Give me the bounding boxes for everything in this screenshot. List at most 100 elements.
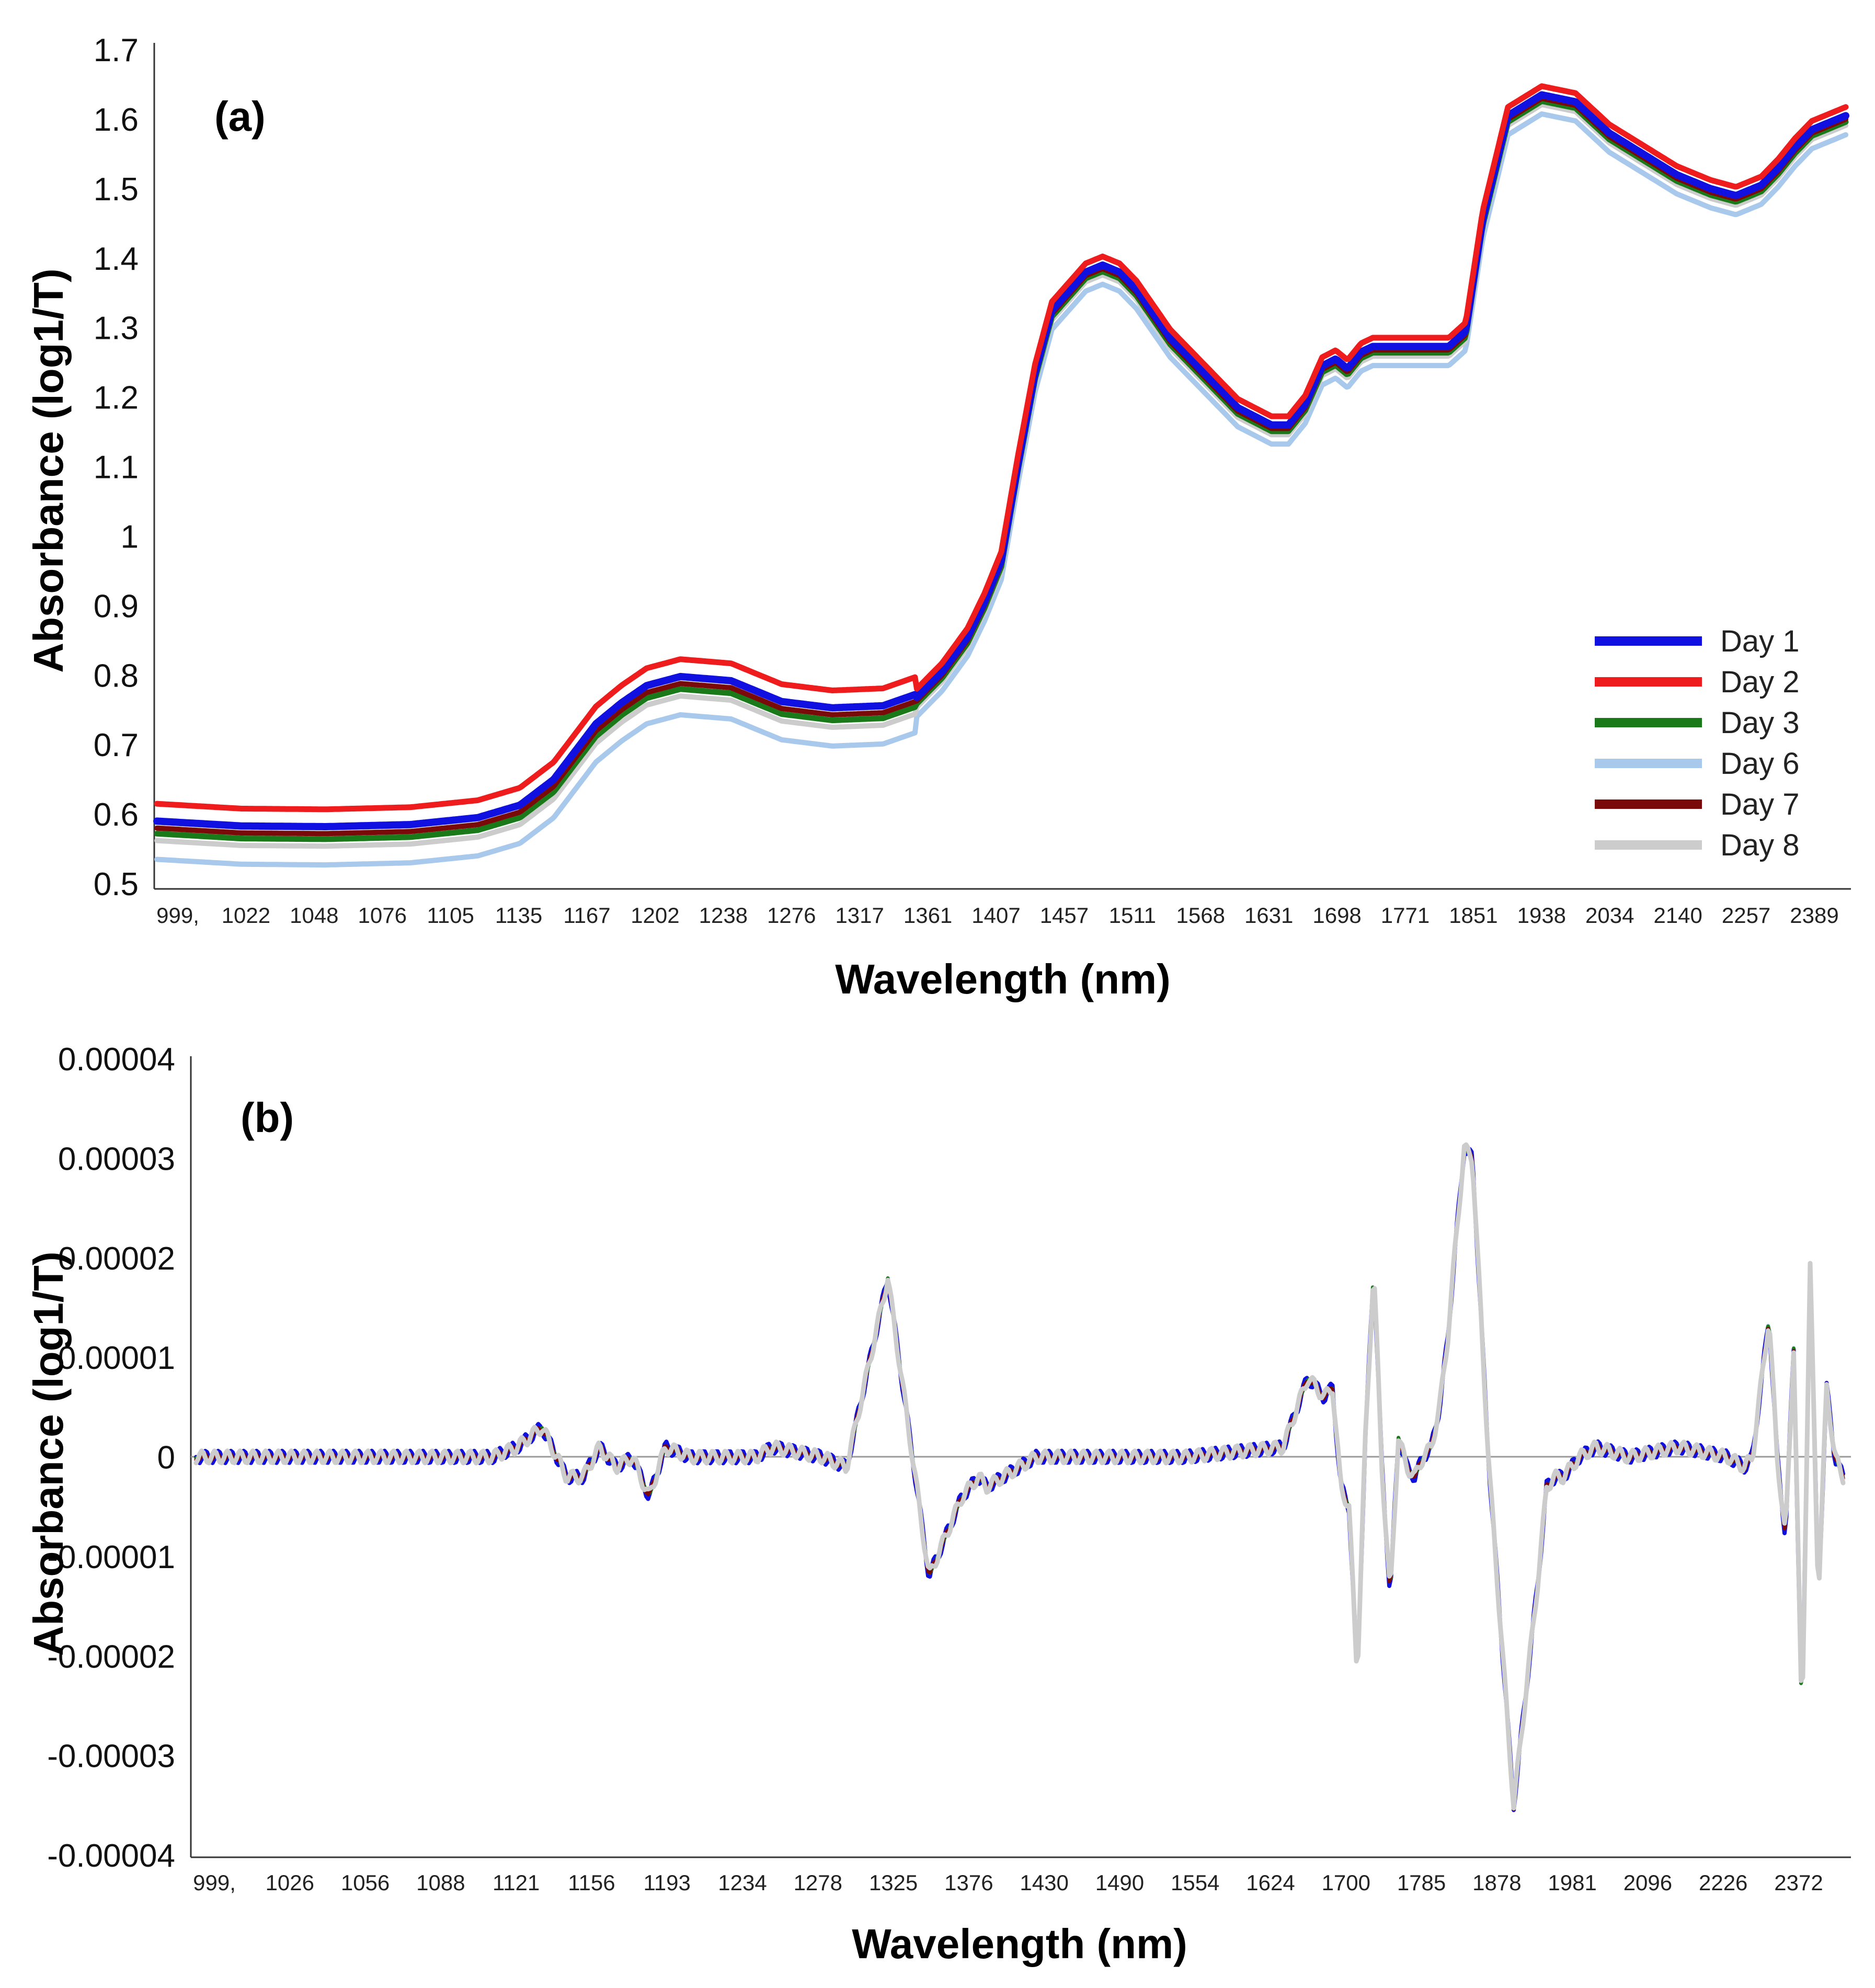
- panel-b-x-tick-label: 1554: [1171, 1870, 1219, 1895]
- legend-entry-day-3: Day 3: [1595, 706, 1800, 740]
- panel-a-y-tick-label: 1.4: [94, 241, 139, 277]
- panel-b-x-tick-label: 1981: [1548, 1870, 1596, 1895]
- panel-a-label: (a): [214, 93, 266, 140]
- panel-b-x-tick-label: 1156: [568, 1870, 615, 1895]
- panel-a-x-tick-label: 1938: [1517, 903, 1566, 928]
- panel-a-legend: Day 1 Day 2 Day 3 Day 6 Day 7 Day 8: [1595, 624, 1800, 862]
- panel-a-series-day-6: [154, 111, 1848, 868]
- panel-b-x-tick-label: 1490: [1095, 1870, 1144, 1895]
- panel-b-series-day-2: [194, 1147, 1845, 1811]
- panel-b-x-tick-label: 2372: [1774, 1870, 1823, 1895]
- panel-b-series-day-1: [194, 1147, 1845, 1812]
- panel-b-x-tick-label: 1785: [1397, 1870, 1446, 1895]
- legend-label-day-2: Day 2: [1720, 665, 1800, 699]
- panel-a-x-tick-label: 2140: [1653, 903, 1702, 928]
- panel-a-y-tick-label: 1: [121, 519, 139, 555]
- legend-label-day-1: Day 1: [1720, 624, 1800, 658]
- panel-a-absorbance-spectra: 0.5 0.6 0.7 0.8 0.9 1 1.1 1.2 1.3 1.4 1.5 1.6 1.7 99…: [25, 32, 1851, 1002]
- panel-b-label: (b): [241, 1094, 294, 1141]
- panel-a-series-day-8: [154, 102, 1848, 849]
- panel-b-x-tick-label: 1878: [1472, 1870, 1521, 1895]
- panel-b-derivative-spectra: -0.00004 -0.00003 -0.00002 -0.00001 0 0.00001…: [25, 1042, 1851, 1967]
- legend-entry-day-1: Day 1: [1595, 624, 1800, 658]
- legend-label-day-8: Day 8: [1720, 828, 1800, 862]
- panel-b-x-tick-label: 1121: [493, 1870, 540, 1895]
- legend-label-day-7: Day 7: [1720, 787, 1800, 821]
- panel-b-x-tick-label: 1278: [794, 1870, 842, 1895]
- panel-a-y-tick-label: 1.1: [94, 450, 139, 486]
- panel-b-y-tick-label: 0.00003: [58, 1141, 175, 1177]
- panel-a-x-tick-label: 1851: [1449, 903, 1497, 928]
- panel-b-x-tick-label: 1700: [1322, 1870, 1370, 1895]
- panel-b-x-tick-label: 1376: [944, 1870, 993, 1895]
- panel-a-x-axis-title: Wavelength (nm): [835, 956, 1170, 1002]
- panel-a-x-tick-label: 1317: [835, 903, 884, 928]
- panel-a-x-tick-label: 1457: [1040, 903, 1089, 928]
- panel-a-x-tick-label: 1631: [1244, 903, 1293, 928]
- panel-a-y-tick-label: 1.5: [94, 172, 139, 208]
- panel-a-x-tick-label: 999,: [156, 903, 199, 928]
- panel-a-x-tick-label: 1361: [904, 903, 952, 928]
- panel-b-x-tick-label: 1088: [416, 1870, 465, 1895]
- panel-b-y-tick-label: 0.00004: [58, 1042, 175, 1078]
- panel-b-x-tick-label: 1026: [266, 1870, 314, 1895]
- panel-a-x-tick-label: 1202: [631, 903, 679, 928]
- panel-b-series-day-7: [194, 1147, 1845, 1811]
- panel-a-x-tick-label: 1022: [222, 903, 270, 928]
- panel-a-y-tick-label: 1.2: [94, 380, 139, 416]
- panel-a-y-axis-title: Absorbance (log1/T): [25, 268, 72, 672]
- panel-b-x-tick-label: 2096: [1624, 1870, 1672, 1895]
- panel-a-x-tick-label: 1167: [563, 903, 610, 928]
- panel-a-x-tick-label: 1568: [1176, 903, 1225, 928]
- panel-b-y-tick-label: 0: [157, 1440, 175, 1476]
- legend-entry-day-7: Day 7: [1595, 787, 1800, 821]
- panel-b-y-tick-label: 0.00001: [58, 1340, 175, 1376]
- panel-a-y-tick-label: 0.8: [94, 658, 139, 694]
- panel-a-series-day-1: [153, 91, 1849, 830]
- panel-a-series-day-7: [154, 96, 1848, 837]
- panel-a-x-tick-label: 1698: [1312, 903, 1361, 928]
- legend-label-day-3: Day 3: [1720, 706, 1800, 740]
- panel-b-y-axis-title: Absorbance (log1/T): [25, 1251, 72, 1655]
- panel-b-x-tick-label: 1325: [869, 1870, 918, 1895]
- panel-b-x-tick-label: 1624: [1246, 1870, 1295, 1895]
- panel-a-x-tick-label: 1238: [699, 903, 748, 928]
- panel-a-x-tick-label: 2257: [1722, 903, 1770, 928]
- panel-a-series-day-3: [154, 98, 1849, 842]
- legend-entry-day-2: Day 2: [1595, 665, 1800, 699]
- panel-a-y-tick-label: 1.6: [94, 102, 139, 138]
- panel-b-series-day-3: [194, 1146, 1845, 1808]
- panel-a-x-tick-label: 1048: [290, 903, 338, 928]
- panel-b-y-tick-label: -0.00004: [47, 1838, 175, 1874]
- panel-a-y-tick-label: 0.5: [94, 866, 139, 902]
- panel-b-x-tick-label: 1056: [341, 1870, 390, 1895]
- legend-label-day-6: Day 6: [1720, 747, 1800, 781]
- panel-b-x-axis-title: Wavelength (nm): [852, 1921, 1187, 1967]
- panel-b-series-day-6: [194, 1148, 1845, 1808]
- panel-a-series-day-2: [154, 83, 1849, 813]
- panel-b-y-tick-label: -0.00003: [47, 1739, 175, 1775]
- panel-b-x-tick-label: 2226: [1699, 1870, 1747, 1895]
- panel-b-x-tick-label: 999,: [193, 1870, 236, 1895]
- legend-entry-day-6: Day 6: [1595, 747, 1800, 781]
- panel-b-series-day-8: [193, 1142, 1846, 1811]
- panel-a-x-tick-label: 2389: [1790, 903, 1838, 928]
- panel-b-x-tick-label: 1193: [644, 1870, 691, 1895]
- panel-a-x-tick-label: 1105: [427, 903, 474, 928]
- panel-a-x-tick-label: 1511: [1109, 903, 1156, 928]
- panel-a-y-tick-label: 0.9: [94, 588, 139, 624]
- panel-a-y-tick-label: 0.6: [94, 797, 139, 833]
- legend-entry-day-8: Day 8: [1595, 828, 1800, 862]
- panel-a-x-tick-label: 1076: [358, 903, 407, 928]
- panel-a-x-tick-label: 2034: [1585, 903, 1634, 928]
- panel-a-x-tick-label: 1771: [1381, 903, 1430, 928]
- panel-a-x-tick-label: 1276: [767, 903, 816, 928]
- panel-a-y-tick-label: 1.3: [94, 311, 139, 347]
- panel-a-x-tick-label: 1135: [495, 903, 542, 928]
- panel-b-y-tick-label: 0.00002: [58, 1241, 175, 1277]
- panel-b-y-tick-label: -0.00001: [47, 1539, 175, 1575]
- panel-a-x-tick-label: 1407: [971, 903, 1020, 928]
- panel-b-y-tick-label: -0.00002: [47, 1639, 175, 1675]
- panel-a-y-tick-label: 1.7: [94, 32, 139, 68]
